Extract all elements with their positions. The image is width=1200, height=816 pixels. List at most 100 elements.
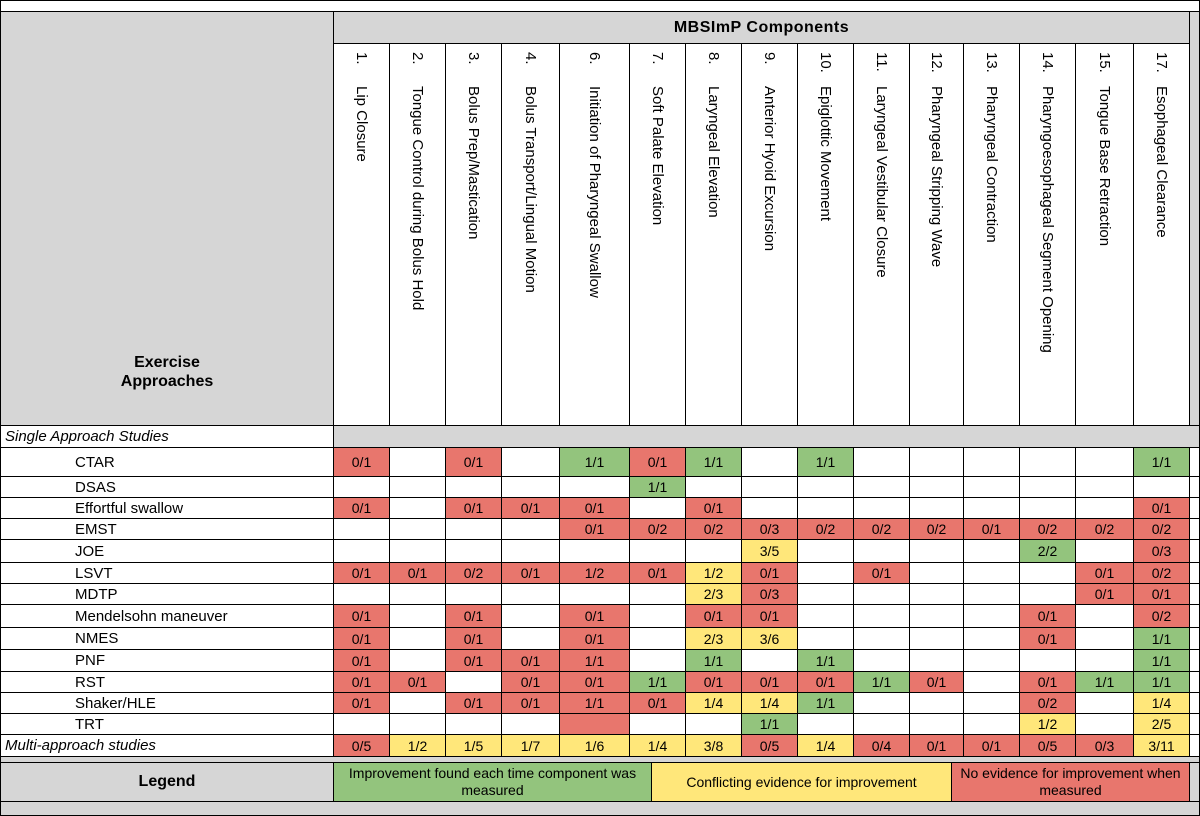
result-cell: 1/1 <box>686 448 742 477</box>
row-margin <box>1190 563 1200 584</box>
component-header-text: 11. Laryngeal Vestibular Closure <box>873 52 890 278</box>
result-cell: 0/1 <box>334 693 390 714</box>
table-row-label: EMST <box>0 519 334 540</box>
result-cell: 0/1 <box>502 498 560 519</box>
result-cell <box>742 477 798 498</box>
result-cell: 0/4 <box>854 735 910 757</box>
legend-green: Improvement found each time component wa… <box>334 763 652 802</box>
result-cell <box>1020 448 1076 477</box>
result-cell: 0/1 <box>686 498 742 519</box>
result-value: 0/1 <box>520 695 541 711</box>
result-cell <box>910 448 964 477</box>
result-cell: 2/3 <box>686 584 742 605</box>
result-cell <box>1020 650 1076 672</box>
component-header-15: 17. Esophageal Clearance <box>1134 44 1190 426</box>
result-value: 0/2 <box>1151 521 1172 537</box>
result-cell <box>798 628 854 650</box>
result-cell <box>560 477 630 498</box>
result-value: 0/2 <box>1151 565 1172 581</box>
mbsimp-title-text: MBSImP Components <box>673 18 850 36</box>
result-cell: 0/1 <box>560 519 630 540</box>
result-cell: 0/1 <box>560 498 630 519</box>
result-cell: 0/1 <box>560 605 630 628</box>
result-value: 1/1 <box>647 674 668 690</box>
result-value: 0/1 <box>584 521 605 537</box>
legend-green-text: Improvement found each time component wa… <box>348 765 637 798</box>
result-value: 1/2 <box>703 565 724 581</box>
result-cell <box>854 605 910 628</box>
result-cell: 1/1 <box>630 477 686 498</box>
component-name: Esophageal Clearance <box>1153 86 1170 238</box>
table-row-label: CTAR <box>0 448 334 477</box>
result-cell <box>334 519 390 540</box>
component-header-text: 12. Pharyngeal Stripping Wave <box>928 52 945 267</box>
result-cell: 0/1 <box>630 563 686 584</box>
result-value: 0/4 <box>871 737 892 754</box>
result-value: 1/7 <box>520 737 541 754</box>
result-cell <box>1076 714 1134 735</box>
row-label-text: MDTP <box>75 585 118 603</box>
result-value: 0/1 <box>463 608 484 624</box>
result-cell <box>910 540 964 563</box>
result-cell <box>630 714 686 735</box>
result-value: 0/1 <box>926 674 947 690</box>
result-cell: 0/1 <box>910 672 964 693</box>
table-row-label: PNF <box>0 650 334 672</box>
component-header-text: 6. Initiation of Pharyngeal Swallow <box>586 52 603 298</box>
legend-title: Legend <box>0 763 334 802</box>
row-label-text: RST <box>75 673 105 691</box>
table-row-label: JOE <box>0 540 334 563</box>
result-value: 1/4 <box>1151 695 1172 711</box>
result-value: 0/1 <box>463 454 484 470</box>
result-cell <box>1076 477 1134 498</box>
result-value: 0/3 <box>1094 737 1115 754</box>
result-value: 1/2 <box>584 565 605 581</box>
result-cell: 0/1 <box>446 628 502 650</box>
legend-title-text: Legend <box>138 773 196 790</box>
component-number: 15. <box>1096 52 1113 73</box>
result-value: 0/1 <box>520 652 541 669</box>
result-value: 1/1 <box>815 454 836 470</box>
result-cell <box>798 477 854 498</box>
row-label-text: Shaker/HLE <box>75 694 156 712</box>
component-name: Pharyngoesophageal Segment Opening <box>1039 86 1056 353</box>
result-value: 0/1 <box>520 565 541 581</box>
result-value: 0/1 <box>981 521 1002 537</box>
component-header-8: 9. Anterior Hyoid Excursion <box>742 44 798 426</box>
result-cell: 1/4 <box>742 693 798 714</box>
result-cell <box>502 605 560 628</box>
component-header-6: 7. Soft Palate Elevation <box>630 44 686 426</box>
component-header-text: 1. Lip Closure <box>353 52 370 162</box>
result-value: 1/1 <box>1151 630 1172 647</box>
result-value: 1/4 <box>647 737 668 754</box>
result-cell <box>1020 477 1076 498</box>
result-value: 0/2 <box>815 521 836 537</box>
result-cell <box>798 584 854 605</box>
result-cell <box>630 605 686 628</box>
result-cell: 3/5 <box>742 540 798 563</box>
result-value: 0/1 <box>351 695 372 711</box>
result-value: 2/3 <box>703 586 724 602</box>
result-value: 0/1 <box>703 608 724 624</box>
result-value: 0/1 <box>815 674 836 690</box>
result-value: 1/1 <box>584 652 605 669</box>
result-value: 0/2 <box>647 521 668 537</box>
result-cell: 0/5 <box>1020 735 1076 757</box>
result-cell <box>854 498 910 519</box>
result-value: 0/1 <box>981 737 1002 754</box>
result-value: 0/1 <box>1037 630 1058 647</box>
result-cell <box>910 584 964 605</box>
legend-yellow: Conflicting evidence for improvement <box>652 763 952 802</box>
row-label-text: PNF <box>75 652 105 669</box>
result-value: 1/4 <box>815 737 836 754</box>
result-cell <box>334 477 390 498</box>
result-cell <box>854 628 910 650</box>
result-cell: 0/2 <box>630 519 686 540</box>
row-margin <box>1190 605 1200 628</box>
result-cell: 1/2 <box>1020 714 1076 735</box>
component-number: 2. <box>409 52 426 65</box>
result-cell: 1/7 <box>502 735 560 757</box>
component-number: 14. <box>1039 52 1056 73</box>
result-value: 0/1 <box>759 674 780 690</box>
